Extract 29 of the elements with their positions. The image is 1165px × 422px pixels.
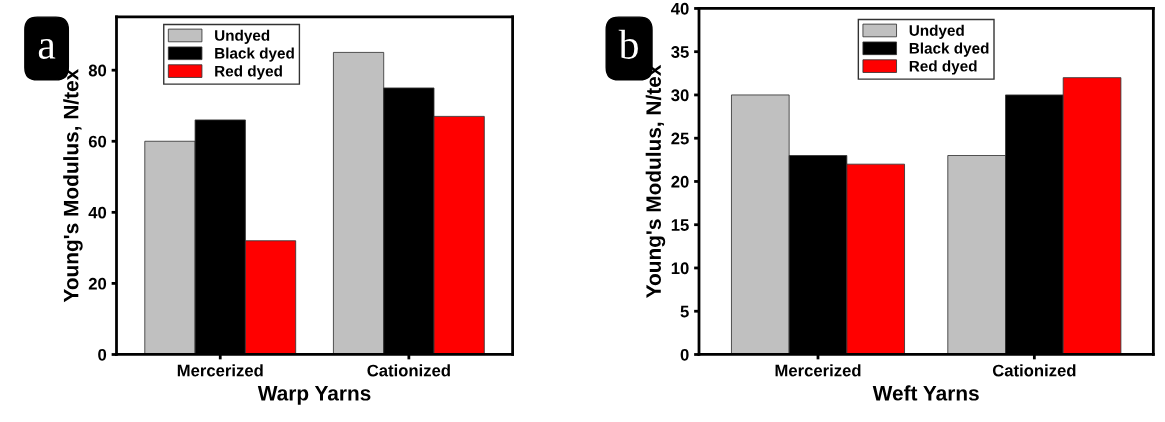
y-tick-label: 40 [88,206,107,219]
y-tick-label: 80 [88,64,107,77]
y-tick-label: 20 [671,175,689,188]
legend-label: Undyed [909,24,964,39]
y-tick-label: 25 [671,132,689,145]
x-axis-title: Warp Yarns [257,386,371,405]
x-tick-label: Mercerized [177,364,263,377]
y-tick-label: 20 [88,277,107,290]
y-tick-label: 30 [671,89,689,102]
y-tick-label: 0 [98,348,107,361]
legend-label: Red dyed [215,65,282,80]
chart-title: b [618,29,638,59]
legend-label: Red dyed [909,60,977,75]
y-tick-label: 5 [680,305,689,318]
x-axis-title: Weft Yarns [872,385,979,401]
x-tick-label: Cationized [992,364,1076,377]
y-tick-label: 15 [671,219,689,231]
y-axis-title: Young's Modulus, N/tex [63,68,83,303]
y-tick-label: 0 [680,348,689,361]
y-tick-label: 35 [671,46,689,58]
chart-title: a [38,39,56,59]
y-tick-label: 60 [88,135,107,148]
legend-label: Undyed [215,29,270,44]
y-tick-label: 40 [670,2,689,15]
x-tick-label: Cationized [367,364,450,377]
y-tick-label: 10 [671,262,689,275]
legend-label: Black dyed [215,47,294,62]
x-tick-label: Mercerized [775,364,861,377]
legend-label: Black dyed [909,42,989,57]
